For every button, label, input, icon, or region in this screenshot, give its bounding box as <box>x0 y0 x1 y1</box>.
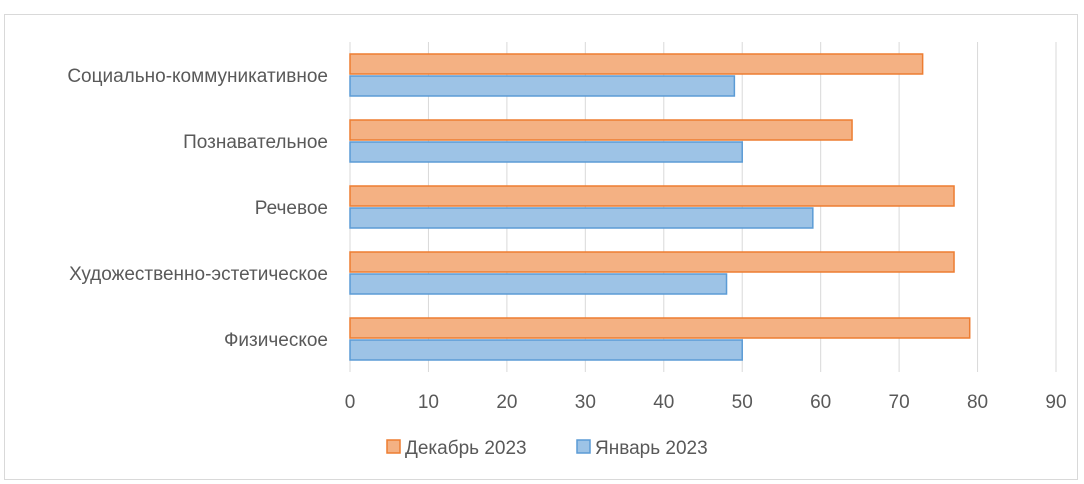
bar <box>349 141 743 163</box>
x-tick-label: 60 <box>810 392 831 413</box>
legend-swatch <box>386 439 401 454</box>
bar <box>349 251 955 273</box>
x-tick-labels: 0 10 20 30 40 50 60 70 80 90 <box>345 392 1067 413</box>
bar <box>349 339 743 361</box>
bar <box>349 119 853 141</box>
gridlines <box>349 42 1057 372</box>
x-tick-label: 30 <box>575 392 596 413</box>
x-tick-label: 0 <box>345 392 356 413</box>
x-tick-label: 20 <box>496 392 517 413</box>
legend-swatch <box>576 439 591 454</box>
bar <box>349 75 736 97</box>
x-tick-label: 40 <box>653 392 674 413</box>
bar <box>349 185 955 207</box>
x-tick-label: 70 <box>889 392 910 413</box>
bars <box>349 53 971 361</box>
bar <box>349 207 814 229</box>
bar <box>349 317 971 339</box>
bar <box>349 273 728 295</box>
x-tick-label: 90 <box>1045 392 1066 413</box>
category-label: Речевое <box>255 198 328 219</box>
category-label: Социально-коммуникативное <box>67 66 328 87</box>
category-label: Познавательное <box>183 132 328 153</box>
bar <box>349 53 924 75</box>
x-tick-label: 50 <box>732 392 753 413</box>
category-label: Художественно-эстетическое <box>69 264 328 285</box>
legend-label: Январь 2023 <box>595 438 708 459</box>
x-tick-label: 10 <box>418 392 439 413</box>
category-label: Физическое <box>224 330 328 351</box>
legend: Декабрь 2023 Январь 2023 <box>386 438 708 459</box>
legend-label: Декабрь 2023 <box>405 438 527 459</box>
category-labels: Социально-коммуникативное Познавательное Р… <box>67 66 328 351</box>
x-tick-label: 80 <box>967 392 988 413</box>
